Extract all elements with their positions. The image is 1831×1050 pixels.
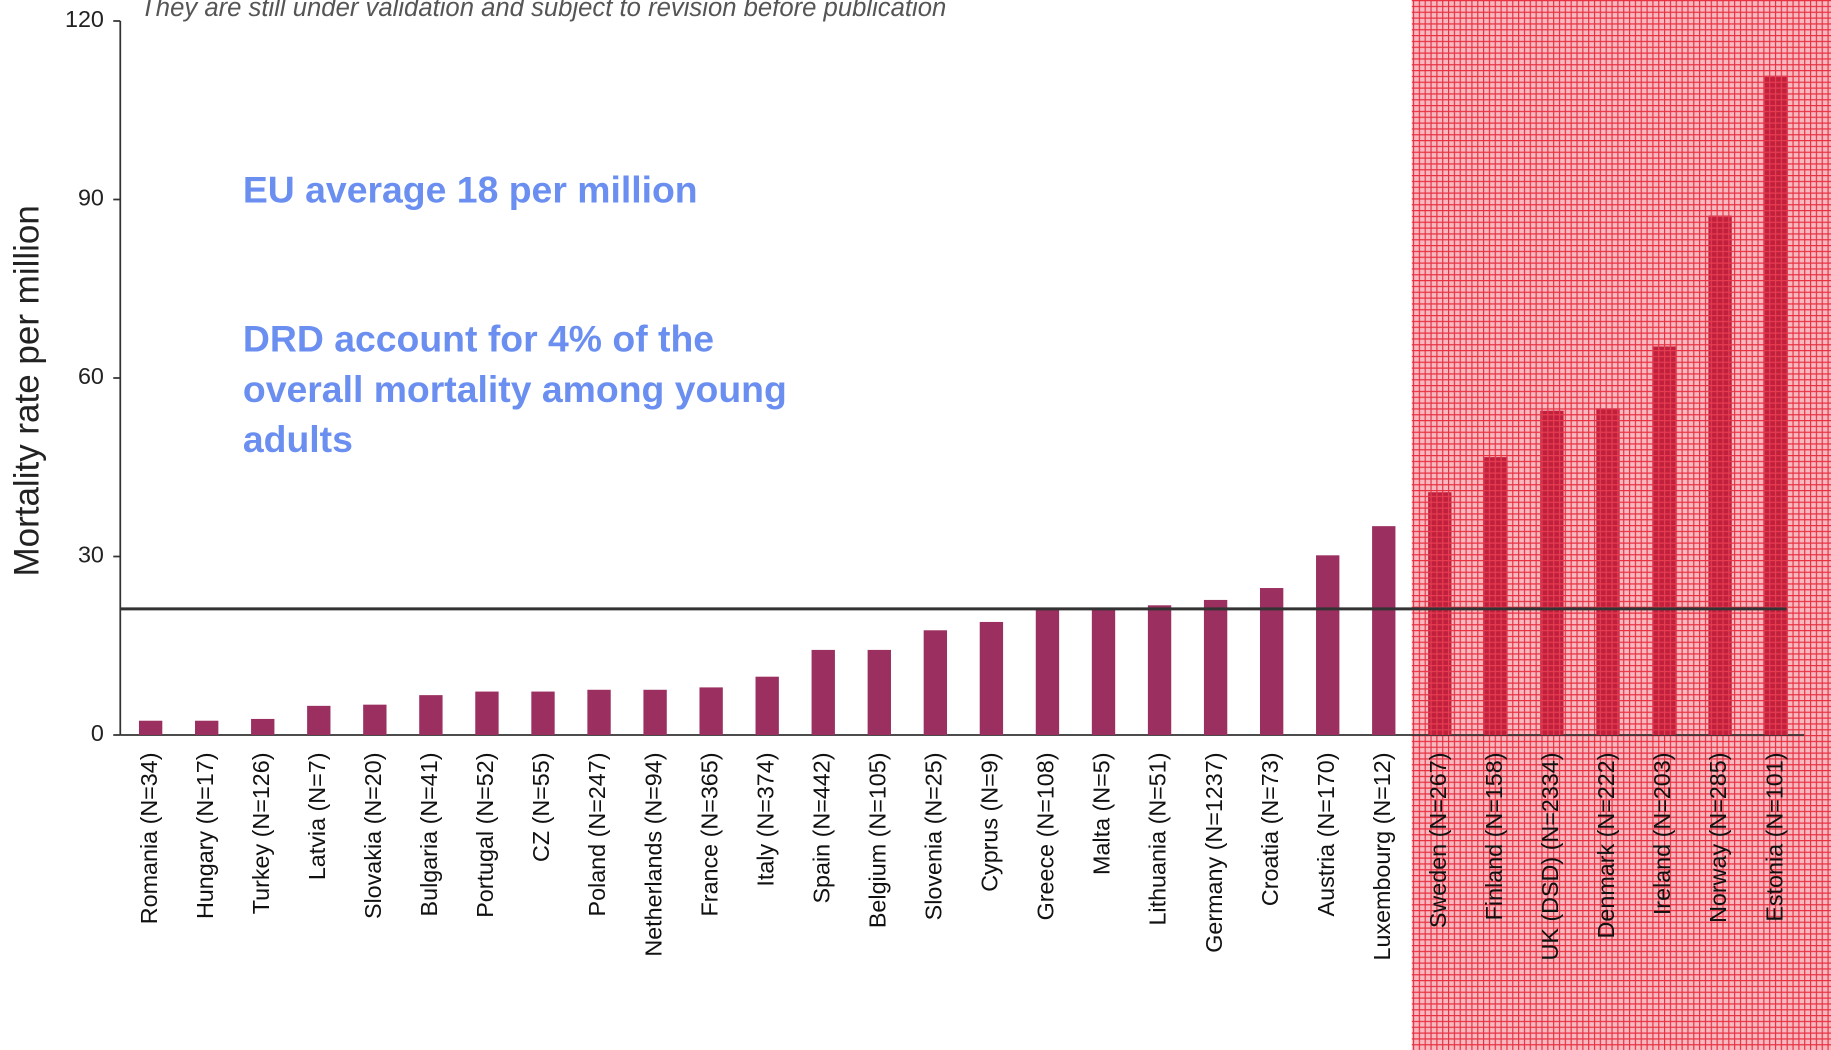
- x-tick-label: Belgium (N=105): [864, 753, 890, 929]
- annotation: overall mortality among young: [243, 368, 787, 410]
- bar: [363, 704, 387, 735]
- y-axis-label: Mortality rate per million: [7, 205, 46, 576]
- y-tick-label: 120: [65, 6, 104, 32]
- bar: [195, 720, 219, 735]
- x-tick-label: Germany (N=1237): [1201, 753, 1227, 953]
- annotation: EU average 18 per million: [243, 168, 698, 210]
- x-tick-label: Ireland (N=203): [1649, 753, 1675, 916]
- x-tick-label: Denmark (N=222): [1593, 753, 1619, 939]
- bar: [531, 691, 555, 735]
- y-tick-label: 60: [78, 363, 104, 389]
- y-tick-label: 30: [78, 542, 104, 568]
- x-tick-label: CZ (N=55): [528, 753, 554, 862]
- x-tick-label: Netherlands (N=94): [640, 753, 666, 957]
- bar: [1091, 608, 1116, 735]
- bar: [1147, 605, 1172, 735]
- x-tick-label: Bulgaria (N=41): [416, 753, 442, 917]
- x-tick-label: Slovenia (N=25): [921, 753, 947, 921]
- x-tick-label: Greece (N=108): [1033, 753, 1059, 921]
- bar: [1259, 588, 1284, 735]
- bar: [251, 718, 275, 735]
- bar: [979, 621, 1004, 735]
- x-tick-label: Spain (N=442): [808, 753, 834, 904]
- bar: [643, 689, 667, 735]
- annotation: DRD account for 4% of the: [243, 318, 714, 360]
- annotation: adults: [243, 418, 353, 460]
- bar: [1316, 555, 1340, 735]
- bar: [1203, 599, 1228, 735]
- bar: [1035, 608, 1060, 735]
- bar-hatch: [1708, 215, 1732, 735]
- bar: [811, 649, 835, 735]
- bar: [867, 649, 891, 735]
- bar-hatch: [1596, 408, 1620, 735]
- bar: [755, 676, 779, 735]
- bar-hatch: [1484, 457, 1508, 735]
- bar-hatch: [1540, 410, 1564, 735]
- x-tick-label: Norway (N=285): [1705, 753, 1731, 923]
- bar: [475, 691, 499, 735]
- x-tick-label: Malta (N=5): [1089, 753, 1115, 875]
- bar: [923, 630, 948, 735]
- x-tick-label: Poland (N=247): [584, 753, 610, 917]
- x-tick-label: Portugal (N=52): [472, 753, 498, 918]
- x-tick-label: Sweden (N=267): [1425, 753, 1451, 929]
- x-tick-label: Finland (N=158): [1481, 753, 1507, 921]
- x-tick-label: Cyprus (N=9): [977, 753, 1003, 892]
- x-tick-label: UK (DSD) (N=2334): [1537, 753, 1563, 961]
- bar: [307, 705, 331, 735]
- y-tick-label: 0: [91, 720, 104, 746]
- x-tick-label: Estonia (N=101): [1761, 753, 1787, 922]
- bar: [138, 720, 163, 735]
- x-tick-label: Austria (N=170): [1313, 753, 1339, 917]
- x-tick-label: Luxembourg (N=12): [1369, 753, 1395, 961]
- x-tick-label: Lithuania (N=51): [1145, 753, 1171, 926]
- x-tick-label: Slovakia (N=20): [360, 753, 386, 920]
- bar-hatch: [1652, 346, 1676, 735]
- chart-title: They are still under validation and subj…: [140, 0, 946, 22]
- x-tick-label: Hungary (N=17): [192, 753, 218, 920]
- x-tick-label: Latvia (N=7): [304, 753, 330, 881]
- bar: [699, 687, 723, 735]
- bar-hatch: [1428, 492, 1452, 735]
- x-tick-label: Turkey (N=126): [248, 753, 274, 915]
- bar: [1372, 526, 1396, 735]
- x-tick-label: Croatia (N=73): [1257, 753, 1283, 907]
- x-tick-label: France (N=365): [696, 753, 722, 917]
- bar-hatch: [1764, 75, 1788, 736]
- x-tick-label: Romania (N=34): [136, 753, 162, 925]
- y-tick-label: 90: [78, 185, 104, 211]
- bar: [587, 689, 611, 735]
- bar: [419, 695, 443, 735]
- highlight-region: [1411, 0, 1831, 1050]
- x-tick-label: Italy (N=374): [752, 753, 778, 887]
